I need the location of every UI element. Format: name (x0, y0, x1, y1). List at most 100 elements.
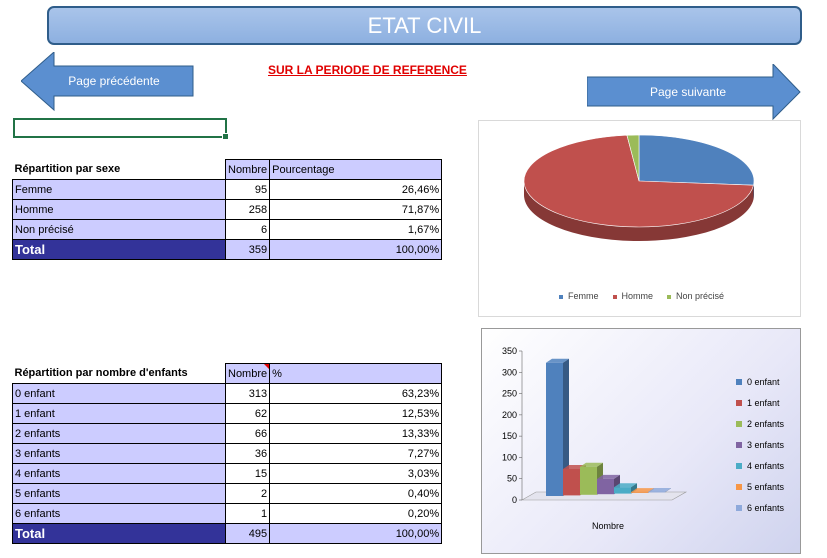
table-row: 0 enfant 313 63,23% (12, 383, 443, 404)
table-row: Homme 258 71,87% (12, 199, 443, 220)
row-label: 3 enfants (12, 443, 226, 464)
table-row: Femme 95 26,46% (12, 179, 443, 200)
row-count: 36 (224, 443, 271, 464)
legend-swatch (559, 294, 563, 299)
legend-item: Homme (612, 291, 654, 301)
col-header-count: Nombre (224, 159, 271, 180)
pie-legend: Femme Homme Non précisé (559, 291, 724, 301)
table-row: 1 enfant 62 12,53% (12, 403, 443, 424)
row-count: 6 (224, 219, 271, 240)
table-row: 2 enfants 66 13,33% (12, 423, 443, 444)
bar-top (546, 358, 569, 363)
bar-side (631, 483, 637, 494)
y-tick-label: 250 (502, 389, 517, 399)
total-pct: 100,00% (269, 239, 443, 260)
legend-label: Homme (621, 291, 654, 301)
y-tick-label: 0 (512, 495, 517, 505)
table-row: 5 enfants 2 0,40% (12, 483, 443, 504)
pie-slice (638, 134, 755, 186)
prev-arrow-shape[interactable] (21, 52, 195, 112)
row-label: Homme (12, 199, 226, 220)
legend-label: 1 enfant (747, 397, 780, 408)
bar (614, 487, 631, 494)
legend-swatch (736, 378, 742, 385)
legend-swatch (736, 399, 742, 406)
table-row: 6 enfants 1 0,20% (12, 503, 443, 524)
children-bar-chart[interactable]: 0 50 100 150 200 250 300 350 Nombre 0 enfant 1 en… (481, 328, 801, 554)
legend-label: 6 enfants (747, 502, 785, 513)
total-label: Total (12, 523, 226, 544)
legend-label: 5 enfants (747, 481, 785, 492)
pie-slice-side (524, 181, 754, 241)
y-tick-label: 350 (502, 346, 517, 356)
y-tick-label: 300 (502, 367, 517, 377)
row-pct: 1,67% (269, 219, 443, 240)
total-row: Total 495 100,00% (12, 523, 443, 544)
legend-label: 3 enfants (747, 439, 785, 450)
next-arrow-shape[interactable] (587, 64, 801, 122)
bar-top (631, 488, 654, 493)
col-header-count: Nombre (224, 363, 271, 384)
page-subtitle: SUR LA PERIODE DE REFERENCE (268, 63, 467, 77)
row-pct: 26,46% (269, 179, 443, 200)
legend-label: 0 enfant (747, 376, 780, 387)
pie-plot (523, 134, 755, 241)
table-row: 4 enfants 15 3,03% (12, 463, 443, 484)
row-pct: 7,27% (269, 443, 443, 464)
row-label: 5 enfants (12, 483, 226, 504)
row-pct: 63,23% (269, 383, 443, 404)
next-page-button[interactable]: Page suivante (649, 85, 727, 99)
row-label: 4 enfants (12, 463, 226, 484)
bar (580, 466, 597, 495)
bar (563, 469, 580, 496)
legend-item: 5 enfants (736, 476, 784, 497)
pie-slice (523, 134, 754, 228)
legend-item: Femme (559, 291, 599, 301)
bar-top (580, 462, 603, 467)
legend-item: 4 enfants (736, 455, 784, 476)
total-row: Total 359 100,00% (12, 239, 443, 260)
legend-item: Non précisé (667, 291, 724, 301)
legend-item: 0 enfant (736, 371, 784, 392)
legend-swatch (736, 462, 742, 469)
children-table: Répartition par nombre d'enfants Nombre … (12, 363, 443, 544)
legend-label: Femme (568, 291, 599, 301)
row-label: Non précisé (12, 219, 226, 240)
bar-plot: 0 50 100 150 200 250 300 350 Nombre (502, 346, 688, 531)
bar-top (614, 483, 637, 488)
row-count: 15 (224, 463, 271, 484)
row-pct: 13,33% (269, 423, 443, 444)
total-label: Total (12, 239, 226, 260)
prev-page-button[interactable]: Page précédente (68, 74, 160, 88)
row-pct: 12,53% (269, 403, 443, 424)
row-pct: 0,40% (269, 483, 443, 504)
total-pct: 100,00% (269, 523, 443, 544)
sex-table-title: Répartition par sexe (14, 163, 121, 176)
x-axis-label: Nombre (592, 521, 624, 531)
legend-swatch (736, 420, 742, 427)
legend-item: 1 enfant (736, 392, 784, 413)
row-label: Femme (12, 179, 226, 200)
y-tick-label: 200 (502, 410, 517, 420)
total-count: 359 (224, 239, 271, 260)
sex-pie-chart[interactable]: Femme Homme Non précisé (478, 120, 801, 317)
legend-swatch (612, 294, 617, 299)
row-label: 1 enfant (12, 403, 226, 424)
col-header-pct: % (269, 363, 443, 384)
row-pct: 3,03% (269, 463, 443, 484)
bar-side (563, 358, 569, 496)
total-count: 495 (224, 523, 271, 544)
row-pct: 0,20% (269, 503, 443, 524)
y-tick-label: 100 (502, 452, 517, 462)
legend-swatch (736, 483, 742, 490)
bar-top (597, 474, 620, 479)
bar-top (648, 487, 671, 492)
selected-cell[interactable] (13, 118, 229, 140)
legend-swatch (736, 504, 742, 511)
legend-swatch (736, 441, 742, 448)
bar (546, 362, 563, 496)
sex-table: Répartition par sexe Nombre Pourcentage … (12, 159, 443, 260)
pie-slice (626, 134, 640, 182)
y-tick-label: 50 (507, 474, 517, 484)
row-label: 2 enfants (12, 423, 226, 444)
